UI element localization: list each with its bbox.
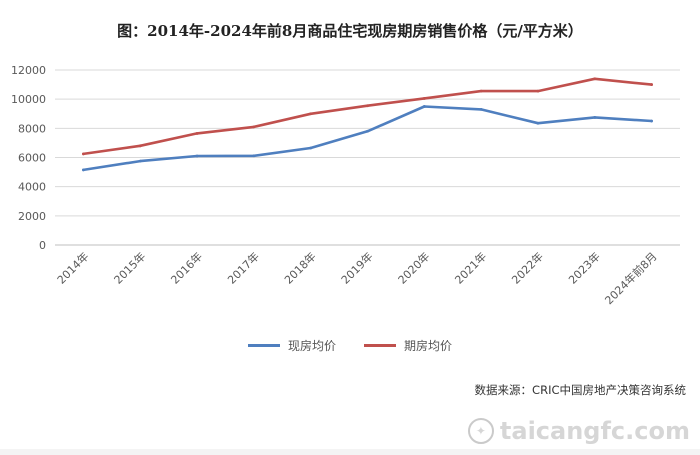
watermark-text: taicangfc.com: [499, 417, 690, 445]
data-point: [366, 129, 369, 133]
x-tick-label: 2024年前8月: [602, 249, 660, 307]
watermark-logo-icon: ✦: [467, 418, 494, 444]
y-tick-label: 6000: [18, 152, 46, 165]
data-point: [252, 154, 256, 158]
data-point: [479, 89, 483, 93]
data-source-note: 数据来源：CRIC中国房地产决策咨询系统: [474, 383, 686, 397]
data-point: [82, 152, 85, 156]
data-point: [422, 105, 426, 108]
x-tick-label: 2015年: [111, 249, 148, 286]
data-point: [479, 107, 483, 111]
watermark: ✦ taicangfc.com: [467, 417, 690, 445]
x-tick-label: 2019年: [338, 249, 375, 286]
x-tick-label: 2016年: [168, 249, 205, 286]
y-tick-label: 8000: [18, 122, 46, 135]
chart-title: 图：2014年-2024年前8月商品住宅现房期房销售价格（元/平方米）: [117, 22, 583, 40]
data-point: [195, 132, 199, 135]
x-tick-label: 2023年: [565, 249, 602, 286]
data-point: [593, 77, 597, 81]
x-tick-label: 2018年: [281, 249, 318, 286]
data-point: [138, 159, 142, 163]
legend-swatch-spot: [247, 344, 280, 347]
legend-item-spot: 现房均价: [247, 337, 336, 354]
legend: 现房均价 期房均价: [0, 337, 700, 354]
x-tick-label: 2017年: [225, 249, 262, 286]
data-point: [138, 144, 142, 148]
legend-label-spot: 现房均价: [287, 339, 336, 353]
y-tick-label: 4000: [18, 181, 46, 194]
x-tick-label: 2020年: [395, 249, 432, 286]
y-tick-label: 2000: [18, 210, 46, 223]
data-point: [593, 115, 597, 119]
data-point: [422, 97, 426, 100]
data-point: [309, 146, 313, 150]
grid-lines: [55, 69, 680, 246]
series-line-1: [82, 77, 653, 156]
series-line-0: [82, 105, 653, 172]
bottom-strip: [0, 449, 700, 455]
data-point: [536, 89, 540, 93]
data-point: [309, 112, 313, 116]
data-point: [366, 104, 369, 108]
y-tick-label: 12000: [11, 64, 46, 77]
legend-label-presale: 期房均价: [404, 339, 453, 353]
x-tick-label: 2021年: [452, 249, 489, 286]
legend-swatch-presale: [364, 344, 396, 347]
x-tick-label: 2022年: [509, 249, 546, 286]
data-point: [650, 83, 653, 86]
data-point: [252, 125, 256, 129]
y-tick-label: 10000: [11, 93, 46, 106]
x-axis-ticks: 2014年 2015年 2016年 2017年 2018年 2019年 2020年 2021年…: [54, 249, 660, 307]
data-point: [82, 168, 85, 172]
y-tick-label: 0: [39, 239, 46, 252]
y-axis-ticks: 0 2000 4000 6000 8000 10000 12000: [11, 64, 46, 252]
data-point: [536, 121, 540, 125]
series-lines: [82, 77, 653, 172]
data-point: [195, 154, 199, 158]
x-tick-label: 2014年: [54, 249, 91, 286]
legend-item-presale: 期房均价: [364, 337, 452, 354]
data-point: [650, 119, 653, 123]
